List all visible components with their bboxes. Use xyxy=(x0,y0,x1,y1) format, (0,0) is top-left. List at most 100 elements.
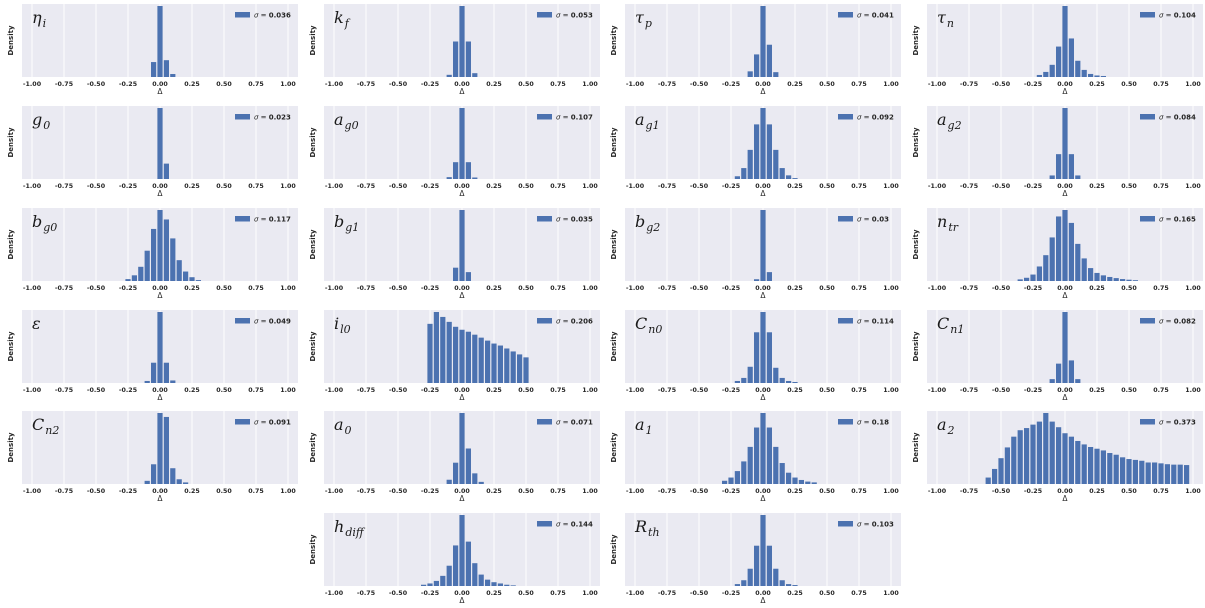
histogram-bar xyxy=(1088,73,1094,77)
y-axis-label: Density xyxy=(309,432,317,462)
x-tick-label: 0.00 xyxy=(454,81,470,88)
histogram-bar xyxy=(1120,279,1126,281)
histogram-bar xyxy=(459,210,465,281)
histogram-bar xyxy=(1068,436,1074,484)
legend-label: σ = 0.041 xyxy=(857,12,894,20)
histogram-bar xyxy=(1056,46,1062,77)
x-tick-label: 0.00 xyxy=(755,387,771,394)
histogram-bar xyxy=(760,312,766,383)
legend-label: σ = 0.023 xyxy=(254,114,291,122)
histogram-bar xyxy=(478,481,484,484)
histogram-bar xyxy=(760,210,766,281)
histogram-bar xyxy=(151,362,157,383)
histogram-bar xyxy=(440,575,446,586)
x-tick-label: -0.75 xyxy=(55,183,73,190)
histogram-panel-2: -1.00 -0.75 -0.50 -0.25 0.00 0.25 0.50 0.75 1.00… xyxy=(309,4,600,96)
histogram-bar xyxy=(453,162,459,179)
x-axis-label: Δ xyxy=(1062,189,1068,198)
x-tick-label: -0.50 xyxy=(87,183,106,190)
legend-label: σ = 0.206 xyxy=(556,318,593,326)
x-tick-label: -0.75 xyxy=(658,590,676,597)
histogram-bar xyxy=(792,585,798,586)
histogram-bar xyxy=(523,357,529,383)
histogram-bar xyxy=(1120,457,1126,484)
histogram-bar xyxy=(773,149,779,179)
x-tick-label: 0.50 xyxy=(518,488,534,495)
y-axis-label: Density xyxy=(7,229,15,259)
panel-title: Rth xyxy=(634,517,660,539)
legend-swatch xyxy=(537,521,552,527)
histogram-bar xyxy=(998,458,1004,484)
y-axis-label: Density xyxy=(912,25,920,55)
x-tick-label: -0.25 xyxy=(119,81,137,88)
histogram-bar xyxy=(1049,175,1055,179)
x-tick-label: -0.25 xyxy=(722,183,740,190)
x-tick-label: 0.25 xyxy=(184,81,200,88)
histogram-panel-16: -1.00 -0.75 -0.50 -0.25 0.00 0.25 0.50 0.75 1.00… xyxy=(912,310,1203,402)
histogram-bar xyxy=(1132,280,1138,281)
histogram-bar xyxy=(183,271,189,281)
x-tick-label: 0.50 xyxy=(518,590,534,597)
panel-title: Cn1 xyxy=(937,314,964,336)
histogram-bar xyxy=(1094,272,1100,281)
histogram-bar xyxy=(1075,60,1081,77)
x-tick-label: -0.50 xyxy=(690,488,709,495)
x-tick-label: 0.25 xyxy=(1089,387,1105,394)
x-axis-label: Δ xyxy=(760,87,766,96)
x-tick-label: -1.00 xyxy=(626,590,645,597)
x-tick-label: -0.25 xyxy=(421,590,439,597)
histogram-bar xyxy=(741,580,747,586)
x-tick-label: 1.00 xyxy=(1185,488,1201,495)
histogram-bar xyxy=(1056,154,1062,179)
y-axis-label: Density xyxy=(610,432,618,462)
y-axis-label: Density xyxy=(610,331,618,361)
histogram-bar xyxy=(517,354,523,383)
x-tick-label: -0.25 xyxy=(421,285,439,292)
x-tick-label: 0.75 xyxy=(248,81,264,88)
histogram-panel-7: -1.00 -0.75 -0.50 -0.25 0.00 0.25 0.50 0.75 1.00… xyxy=(610,106,901,198)
x-axis-label: Δ xyxy=(760,189,766,198)
legend-swatch xyxy=(1140,318,1155,324)
x-tick-label: -0.50 xyxy=(389,81,408,88)
histogram-panel-4: -1.00 -0.75 -0.50 -0.25 0.00 0.25 0.50 0.75 1.00… xyxy=(912,4,1203,96)
histogram-bar xyxy=(459,515,465,586)
panel-title: bg0 xyxy=(32,212,57,234)
x-tick-label: 0.75 xyxy=(550,590,566,597)
histogram-bar xyxy=(1049,237,1055,281)
legend-swatch xyxy=(1140,216,1155,222)
x-tick-label: -0.75 xyxy=(357,590,375,597)
histogram-bar xyxy=(766,272,772,281)
x-tick-label: 0.25 xyxy=(787,488,803,495)
panel-title: g0 xyxy=(32,110,50,132)
histogram-bar xyxy=(747,446,753,484)
panel-title: τp xyxy=(635,8,652,30)
x-axis-label: Δ xyxy=(1062,87,1068,96)
histogram-bar xyxy=(1100,450,1106,484)
histogram-bar xyxy=(1171,464,1177,484)
legend-swatch xyxy=(235,114,250,120)
x-tick-label: 0.00 xyxy=(454,488,470,495)
x-tick-label: 0.25 xyxy=(486,387,502,394)
x-tick-label: -0.75 xyxy=(658,81,676,88)
histogram-bar xyxy=(773,72,779,77)
x-tick-label: -0.75 xyxy=(55,488,73,495)
histogram-bar xyxy=(195,280,201,281)
histogram-bar xyxy=(1017,279,1023,281)
panel-title: ε xyxy=(32,314,41,333)
histogram-bar xyxy=(792,178,798,179)
histogram-bar xyxy=(176,260,182,281)
legend-label: σ = 0.049 xyxy=(254,318,291,326)
panel-title: bg2 xyxy=(635,212,660,234)
x-tick-label: -0.75 xyxy=(960,387,978,394)
x-tick-label: 0.25 xyxy=(486,488,502,495)
x-tick-label: -0.50 xyxy=(87,285,106,292)
x-tick-label: 0.00 xyxy=(454,590,470,597)
x-tick-label: 0.75 xyxy=(851,387,867,394)
histogram-bar xyxy=(1075,440,1081,484)
x-tick-label: 0.00 xyxy=(454,183,470,190)
legend-swatch xyxy=(838,521,853,527)
legend-label: σ = 0.18 xyxy=(857,419,889,427)
y-axis-label: Density xyxy=(912,229,920,259)
histogram-bar xyxy=(747,71,753,77)
x-tick-label: -1.00 xyxy=(626,285,645,292)
